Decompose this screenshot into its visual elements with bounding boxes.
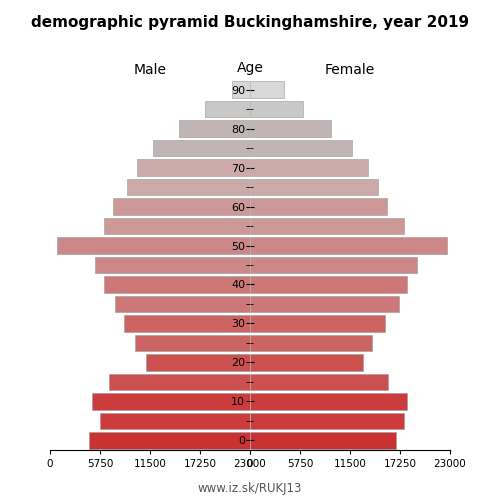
Bar	[250, 238, 448, 254]
Bar	[112, 198, 250, 215]
Bar	[250, 412, 404, 429]
Text: demographic pyramid Buckinghamshire, year 2019: demographic pyramid Buckinghamshire, yea…	[31, 15, 469, 30]
Text: Age: Age	[236, 61, 264, 75]
Bar	[250, 82, 284, 98]
Bar	[126, 179, 250, 196]
Bar	[137, 160, 250, 176]
Bar	[250, 120, 331, 137]
Bar	[124, 315, 250, 332]
Bar	[250, 432, 396, 448]
Bar	[250, 140, 352, 156]
Bar	[250, 198, 386, 215]
Bar	[135, 334, 250, 351]
Bar	[205, 101, 250, 117]
Title: Female: Female	[325, 64, 375, 78]
Bar	[250, 179, 378, 196]
Bar	[115, 296, 250, 312]
Text: www.iz.sk/RUKJ13: www.iz.sk/RUKJ13	[198, 482, 302, 495]
Bar	[104, 218, 250, 234]
Bar	[250, 354, 363, 370]
Bar	[100, 412, 250, 429]
Bar	[95, 256, 250, 274]
Bar	[109, 374, 250, 390]
Bar	[89, 432, 250, 448]
Bar	[104, 276, 250, 292]
Bar	[146, 354, 250, 370]
Bar	[152, 140, 250, 156]
Bar	[250, 296, 398, 312]
Bar	[178, 120, 250, 137]
Bar	[250, 218, 404, 234]
Bar	[92, 393, 250, 409]
Bar	[250, 393, 406, 409]
Bar	[250, 334, 372, 351]
Bar	[232, 82, 250, 98]
Title: Male: Male	[134, 64, 166, 78]
Bar	[250, 160, 368, 176]
Bar	[250, 101, 303, 117]
Bar	[57, 238, 250, 254]
Bar	[250, 374, 388, 390]
Bar	[250, 276, 408, 292]
Bar	[250, 256, 417, 274]
Bar	[250, 315, 385, 332]
